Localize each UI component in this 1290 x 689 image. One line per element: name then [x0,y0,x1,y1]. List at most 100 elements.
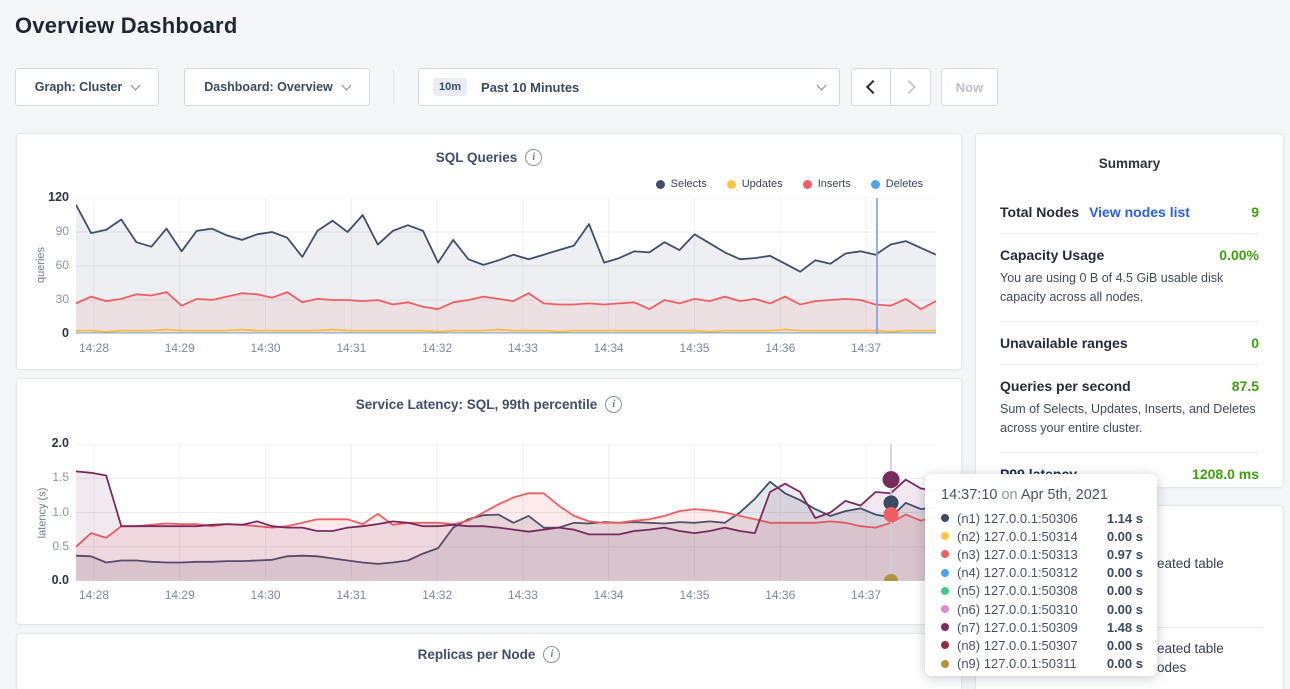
info-icon[interactable]: i [525,149,542,166]
capacity-usage-value: 0.00% [1219,247,1259,263]
view-nodes-list-link[interactable]: View nodes list [1089,204,1190,220]
summary-qps-row: Queries per second 87.5 Sum of Selects, … [1000,365,1259,453]
y-axis-tick: 1.5 [25,470,69,484]
info-icon[interactable]: i [605,396,622,413]
tooltip-timestamp: 14:37:10 on Apr 5th, 2021 [941,487,1143,503]
node-latency-value: 0.00 s [1107,583,1143,598]
legend-label: Deletes [886,178,923,190]
legend-item[interactable]: Selects [656,178,707,190]
y-axis-tick: 60 [25,258,69,272]
service-latency-chart-card: Service Latency: SQL, 99th percentile i … [16,378,962,625]
series-color-dot [941,605,949,613]
info-icon[interactable]: i [543,646,560,663]
x-axis-tick: 14:28 [72,588,116,602]
total-nodes-label: Total Nodes [1000,204,1079,220]
capacity-usage-label: Capacity Usage [1000,247,1104,263]
qps-value: 87.5 [1232,378,1259,394]
dashboard-dropdown-label: Dashboard: Overview [204,80,333,94]
chevron-right-icon [901,80,915,94]
node-latency-value: 0.00 s [1107,638,1143,653]
node-address: (n1) 127.0.0.1:50306 [957,511,1099,526]
tooltip-node-row: (n1) 127.0.0.1:50306 1.14 s [941,509,1143,527]
node-latency-value: 0.00 s [1107,656,1143,671]
event-item-text[interactable]: odes [1157,660,1186,675]
summary-unavailable-row: Unavailable ranges 0 [1000,322,1259,365]
time-next-button[interactable] [891,68,931,106]
chart-legend: Selects Updates Inserts Deletes [656,178,923,190]
node-latency-value: 0.00 s [1107,565,1143,580]
time-prev-button[interactable] [851,68,891,106]
x-axis-tick: 14:35 [672,341,716,355]
series-color-dot [941,660,949,668]
series-color-dot [941,569,949,577]
tooltip-node-row: (n3) 127.0.0.1:50313 0.97 s [941,545,1143,563]
x-axis-tick: 14:33 [501,341,545,355]
series-color-dot [941,641,949,649]
now-button[interactable]: Now [941,68,998,106]
node-address: (n6) 127.0.0.1:50310 [957,602,1099,617]
tooltip-node-row: (n8) 127.0.0.1:50307 0.00 s [941,636,1143,654]
replicas-per-node-chart-card: Replicas per Node i [16,633,962,689]
time-range-label: Past 10 Minutes [481,80,579,95]
legend-item[interactable]: Deletes [871,178,923,190]
dashboard-dropdown[interactable]: Dashboard: Overview [184,68,370,106]
tooltip-node-row: (n9) 127.0.0.1:503110.00 s [941,655,1143,673]
x-axis-tick: 14:35 [672,588,716,602]
chart-title: Service Latency: SQL, 99th percentile [356,397,598,412]
summary-total-nodes-row: Total Nodes View nodes list 9 [1000,191,1259,234]
legend-label: Inserts [818,178,851,190]
chevron-left-icon [866,80,880,94]
x-axis-tick: 14:37 [844,341,888,355]
chart-title: Replicas per Node [418,647,536,662]
node-latency-value: 0.97 s [1107,547,1143,562]
x-axis-tick: 14:30 [244,588,288,602]
y-axis-tick: 120 [25,190,69,204]
qps-description: Sum of Selects, Updates, Inserts, and De… [1000,400,1259,439]
sql-queries-chart-card: SQL Queries i SelectsUpdatesInsertsDelet… [16,133,962,370]
x-axis-tick: 14:31 [329,588,373,602]
sql-queries-plot[interactable] [76,198,936,334]
legend-color-dot [871,180,880,189]
legend-item[interactable]: Inserts [803,178,851,190]
x-axis-tick: 14:32 [415,588,459,602]
x-axis-tick: 14:30 [244,341,288,355]
x-axis-tick: 14:32 [415,341,459,355]
capacity-usage-description: You are using 0 B of 4.5 GiB usable disk… [1000,269,1259,308]
controls-divider [393,70,394,104]
node-latency-value: 1.14 s [1107,511,1143,526]
time-range-badge: 10m [433,78,467,96]
series-color-dot [941,514,949,522]
summary-capacity-row: Capacity Usage 0.00% You are using 0 B o… [1000,234,1259,322]
service-latency-plot[interactable] [76,444,936,581]
p99-latency-value: 1208.0 ms [1192,466,1259,482]
y-axis-tick: 0.0 [25,573,69,587]
legend-color-dot [656,180,665,189]
legend-color-dot [727,180,736,189]
time-pager [851,68,931,106]
x-axis-tick: 14:31 [329,341,373,355]
total-nodes-value: 9 [1251,204,1259,220]
event-item-text[interactable]: eated table [1157,641,1224,656]
tooltip-node-row: (n4) 127.0.0.1:50312 0.00 s [941,564,1143,582]
unavailable-ranges-value: 0 [1251,335,1259,351]
y-axis-tick: 90 [25,224,69,238]
time-range-dropdown[interactable]: 10m Past 10 Minutes [418,68,840,106]
legend-label: Selects [671,178,707,190]
legend-color-dot [803,180,812,189]
tooltip-node-row: (n5) 127.0.0.1:50308 0.00 s [941,582,1143,600]
tooltip-node-row: (n6) 127.0.0.1:503100.00 s [941,600,1143,618]
tooltip-node-row: (n2) 127.0.0.1:503140.00 s [941,527,1143,545]
node-address: (n8) 127.0.0.1:50307 [957,638,1099,653]
now-button-label: Now [956,80,983,95]
y-axis-tick: 0 [25,326,69,340]
event-item-text[interactable]: eated table [1157,556,1224,571]
node-address: (n3) 127.0.0.1:50313 [957,547,1099,562]
legend-item[interactable]: Updates [727,178,783,190]
node-address: (n4) 127.0.0.1:50312 [957,565,1099,580]
x-axis-tick: 14:29 [158,588,202,602]
x-axis-tick: 14:29 [158,341,202,355]
graph-dropdown[interactable]: Graph: Cluster [15,68,159,106]
node-address: (n2) 127.0.0.1:50314 [957,529,1099,544]
node-address: (n5) 127.0.0.1:50308 [957,583,1099,598]
series-color-dot [941,587,949,595]
